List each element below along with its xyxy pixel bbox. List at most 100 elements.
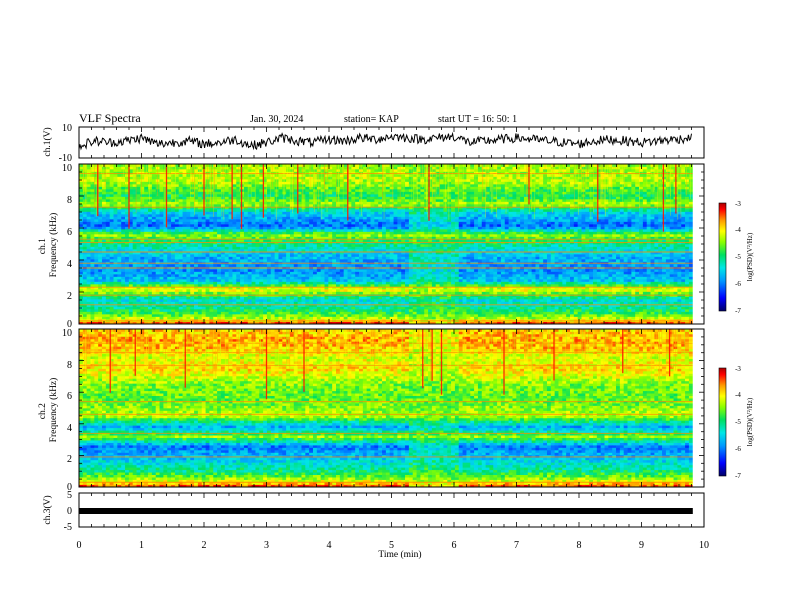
spectrogram-cell (90, 296, 95, 300)
spectrogram-cell (194, 274, 199, 277)
spectrogram-cell (98, 301, 103, 305)
spectrogram-cell (213, 189, 218, 192)
spectrogram-cell (243, 321, 249, 324)
spectrogram-cell (94, 224, 99, 227)
spectrogram-cell (362, 214, 368, 217)
spectrogram-cell (79, 181, 84, 185)
spectrogram-cell (113, 279, 118, 282)
spectrogram-cell (82, 234, 88, 237)
spectrogram-cell (236, 249, 241, 252)
spectrogram-cell (86, 234, 91, 237)
spectrogram-cell (236, 271, 241, 275)
spectrogram-cell (201, 314, 206, 317)
spectrogram-cell (205, 314, 210, 317)
spectrogram-cell (236, 264, 241, 267)
spectrogram-cell (266, 281, 272, 285)
spectrogram-cell (213, 174, 218, 177)
spectrogram-cell (163, 244, 168, 247)
spectrogram-cell (224, 229, 229, 232)
spectrogram-cell (121, 256, 126, 260)
spectrogram-cell (336, 216, 341, 220)
spectrogram-cell (136, 321, 141, 324)
spectrogram-cell (224, 236, 229, 240)
spectrogram-cell (305, 274, 310, 277)
spectrogram-cell (266, 259, 272, 262)
spectrogram-cell (128, 271, 134, 275)
spectrogram-cell (121, 239, 126, 242)
spectrogram-cell (113, 204, 118, 207)
spectrogram-cell (359, 321, 364, 324)
spectrogram-cell (320, 226, 325, 230)
spectrogram-cell (347, 211, 352, 215)
spectrogram-cell (278, 316, 283, 320)
spectrogram-cell (213, 226, 218, 230)
spectrogram-cell (194, 259, 199, 262)
spectrogram-cell (113, 291, 118, 295)
spectrogram-cell (332, 216, 337, 220)
spectrogram-cell (336, 169, 341, 172)
spectrogram-cell (94, 281, 99, 285)
spectrogram-cell (190, 271, 195, 275)
spectrogram-cell (359, 281, 364, 285)
spectrogram-cell (289, 234, 295, 237)
spectrogram-cell (270, 249, 275, 252)
spectrogram-cell (232, 176, 237, 180)
spectrogram-cell (121, 276, 126, 280)
spectrogram-cell (128, 189, 134, 192)
spectrogram-cell (182, 171, 187, 175)
spectrogram-cell (174, 309, 180, 312)
spectrogram-cell (159, 271, 164, 275)
spectrogram-cell (98, 226, 103, 230)
spectrogram-cell (201, 301, 206, 305)
spectrogram-cell (236, 194, 241, 197)
spectrogram-cell (113, 169, 118, 172)
spectrogram-cell (366, 316, 371, 320)
spectrogram-cell (343, 214, 348, 217)
spectrogram-cell (186, 199, 191, 202)
spectrogram-cell (274, 226, 279, 230)
spectrogram-cell (339, 236, 345, 240)
spectrogram-cell (366, 271, 371, 275)
spectrogram-cell (209, 311, 214, 315)
spectrogram-cell (251, 276, 256, 280)
spectrogram-cell (98, 284, 103, 287)
spectrogram-cell (155, 239, 160, 242)
spectrogram-cell (278, 236, 283, 240)
station-label: station= KAP (344, 114, 399, 125)
spectrogram-cell (343, 309, 348, 312)
spectrogram-cell (297, 279, 302, 282)
spectrogram-cell (136, 301, 141, 305)
spectrogram-cell (243, 171, 249, 175)
spectrogram-cell (163, 194, 168, 197)
spectrogram-cell (324, 239, 329, 242)
spectrogram-cell (194, 229, 199, 232)
spectrogram-cell (159, 229, 164, 232)
spectrogram-cell (351, 189, 356, 192)
spectrogram-cell (132, 304, 137, 307)
spectrogram-cell (293, 314, 298, 317)
spectrogram-cell (117, 171, 122, 175)
spectrogram-cell (293, 196, 298, 200)
spectrogram-cell (324, 311, 329, 315)
spectrogram-cell (140, 269, 145, 272)
spectrogram-cell (243, 276, 249, 280)
spectrogram-cell (186, 311, 191, 315)
spectrogram-cell (228, 244, 233, 247)
spectrogram-cell (190, 309, 195, 312)
spectrogram-cell (278, 231, 283, 235)
spectrogram-cell (140, 304, 145, 307)
spectrogram-cell (178, 174, 183, 177)
spectrogram-cell (270, 199, 275, 202)
spectrogram-cell (167, 281, 172, 285)
spectrogram-cell (316, 246, 322, 250)
spectrogram-cell (355, 199, 360, 202)
spectrogram-cell (351, 181, 356, 185)
spectrogram-cell (274, 186, 279, 190)
spectrogram-cell (190, 171, 195, 175)
spectrogram-cell (121, 214, 126, 217)
spectrogram-cell (236, 239, 241, 242)
spectrogram-cell (355, 191, 360, 195)
spectrogram-cell (236, 189, 241, 192)
spectrogram-cell (312, 189, 318, 192)
spectrogram-cell (282, 286, 287, 290)
